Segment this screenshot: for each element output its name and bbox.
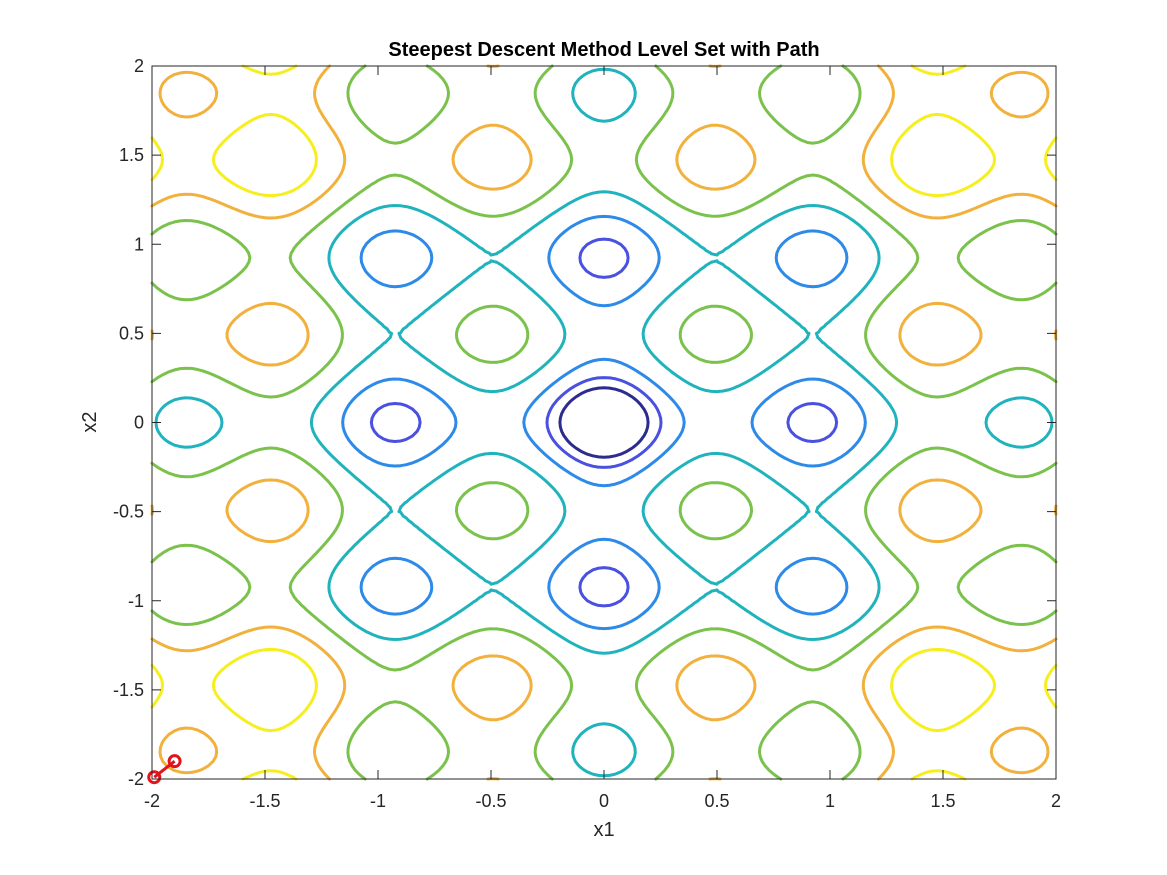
contour-level-6 [150, 64, 1058, 781]
x-tick-label: -1.5 [249, 791, 280, 811]
y-tick-label: -2 [128, 769, 144, 789]
x-tick-label: 2 [1051, 791, 1061, 811]
x-tick-label: -0.5 [475, 791, 506, 811]
x-tick-label: 0 [599, 791, 609, 811]
y-tick-label: -0.5 [113, 502, 144, 522]
y-tick-label: -1 [128, 591, 144, 611]
x-tick-label: 1.5 [930, 791, 955, 811]
y-tick-label: 1.5 [119, 145, 144, 165]
path-point [167, 754, 182, 769]
contour-level-2 [369, 237, 839, 608]
y-tick-label: 1 [134, 234, 144, 254]
x-tick-label: -2 [144, 791, 160, 811]
contour-level-3 [341, 214, 867, 631]
path-point [147, 770, 162, 785]
y-tick-label: -1.5 [113, 680, 144, 700]
contour-level-7 [150, 64, 1058, 781]
descent-path [147, 754, 182, 785]
y-tick-label: 2 [134, 56, 144, 76]
x-tick-label: 0.5 [704, 791, 729, 811]
axis-ticks: -2 -1.5 -1 -0.5 0 0.5 1 1.5 2 -2 -1.5 -1 -0.5 0 0.5 1 1.… [113, 56, 1061, 811]
x-axis-label: x1 [593, 819, 614, 841]
y-tick-label: 0.5 [119, 323, 144, 343]
contour-lines [150, 64, 1058, 781]
x-tick-label: -1 [370, 791, 386, 811]
y-axis-label: x2 [79, 411, 101, 432]
contour-level-1 [558, 386, 650, 459]
chart-title: Steepest Descent Method Level Set with P… [388, 39, 819, 61]
contour-level-4 [154, 67, 1054, 778]
contour-level-5 [150, 64, 1058, 781]
x-tick-label: 1 [825, 791, 835, 811]
y-tick-label: 0 [134, 413, 144, 433]
